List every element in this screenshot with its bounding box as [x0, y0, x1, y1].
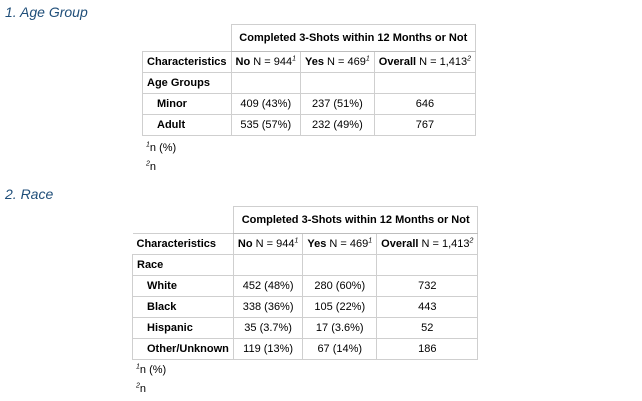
- cell-no: 409 (43%): [230, 93, 301, 115]
- table-row: Minor 409 (43%) 237 (51%) 646: [142, 93, 477, 115]
- footnote-1: 1n (%): [146, 141, 177, 154]
- column-header-yes: Yes N = 4691: [302, 233, 378, 255]
- cell-no: 119 (13%): [232, 338, 304, 360]
- cell-overall: 732: [376, 275, 479, 297]
- empty-corner: [143, 25, 232, 52]
- cell-no: 535 (57%): [230, 114, 301, 136]
- table-row: Hispanic 35 (3.7%) 17 (3.6%) 52: [132, 317, 479, 339]
- table-row: Adult 535 (57%) 232 (49%) 767: [142, 114, 477, 136]
- footnote-1: 1n (%): [136, 363, 167, 376]
- row-label: Other/Unknown: [132, 338, 234, 360]
- column-header-overall: Overall N = 1,4132: [373, 51, 477, 73]
- footnote-2: 2n: [136, 382, 147, 395]
- cell-overall: 443: [376, 296, 479, 318]
- characteristics-header: Characteristics: [132, 233, 234, 255]
- row-label: Adult: [142, 114, 232, 136]
- table-row: White 452 (48%) 280 (60%) 732: [132, 275, 479, 297]
- cell-yes: 280 (60%): [302, 275, 378, 297]
- footnote-2: 2n: [146, 160, 157, 173]
- spanning-header: Completed 3-Shots within 12 Months or No…: [230, 24, 477, 52]
- row-label: Minor: [142, 93, 232, 115]
- cell-yes: 232 (49%): [299, 114, 375, 136]
- section-title-race: 2. Race: [5, 186, 54, 202]
- column-header-no: No N = 9441: [230, 51, 301, 73]
- cell-yes: 67 (14%): [302, 338, 378, 360]
- cell-overall: 52: [376, 317, 479, 339]
- spanning-header: Completed 3-Shots within 12 Months or No…: [232, 206, 479, 234]
- row-label: Black: [132, 296, 234, 318]
- table-row: Other/Unknown 119 (13%) 67 (14%) 186: [132, 338, 479, 360]
- row-label: White: [132, 275, 234, 297]
- group-label: Race: [132, 254, 234, 276]
- cell-no: 338 (36%): [232, 296, 304, 318]
- empty-cell: [232, 254, 304, 276]
- cell-yes: 237 (51%): [299, 93, 375, 115]
- race-table: Completed 3-Shots within 12 Months or No…: [132, 206, 479, 360]
- column-header-yes: Yes N = 4691: [299, 51, 375, 73]
- section-title-age-group: 1. Age Group: [5, 4, 88, 20]
- column-header-no: No N = 9441: [232, 233, 304, 255]
- empty-cell: [302, 254, 378, 276]
- empty-cell: [373, 72, 477, 94]
- empty-cell: [299, 72, 375, 94]
- cell-overall: 186: [376, 338, 479, 360]
- cell-no: 35 (3.7%): [232, 317, 304, 339]
- characteristics-header: Characteristics: [142, 51, 232, 73]
- cell-overall: 646: [373, 93, 477, 115]
- row-label: Hispanic: [132, 317, 234, 339]
- cell-yes: 17 (3.6%): [302, 317, 378, 339]
- cell-overall: 767: [373, 114, 477, 136]
- empty-cell: [230, 72, 301, 94]
- group-label: Age Groups: [142, 72, 232, 94]
- age-group-table: Completed 3-Shots within 12 Months or No…: [142, 24, 477, 136]
- cell-no: 452 (48%): [232, 275, 304, 297]
- empty-corner: [133, 207, 234, 234]
- column-header-overall: Overall N = 1,4132: [376, 233, 479, 255]
- empty-cell: [376, 254, 479, 276]
- table-row: Black 338 (36%) 105 (22%) 443: [132, 296, 479, 318]
- cell-yes: 105 (22%): [302, 296, 378, 318]
